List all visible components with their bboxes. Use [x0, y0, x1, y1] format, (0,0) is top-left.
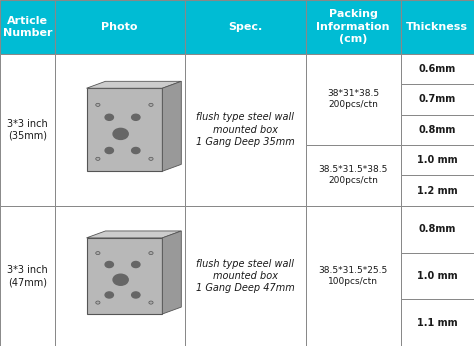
Text: 3*3 inch
(47mm): 3*3 inch (47mm) [7, 265, 47, 287]
Circle shape [105, 262, 113, 267]
Polygon shape [162, 231, 181, 314]
Bar [306, 54, 401, 145]
Circle shape [105, 292, 113, 298]
Bar [401, 84, 474, 115]
Circle shape [132, 292, 140, 298]
Text: Thickness: Thickness [406, 22, 468, 32]
Bar [185, 206, 306, 346]
Text: Spec.: Spec. [228, 22, 263, 32]
Text: 38.5*31.5*25.5
100pcs/ctn: 38.5*31.5*25.5 100pcs/ctn [319, 266, 388, 286]
Bar [401, 299, 474, 346]
Bar [401, 115, 474, 145]
Bar [185, 0, 306, 54]
Bar [401, 145, 474, 175]
Bar [306, 206, 401, 346]
Bar [0, 54, 55, 206]
Bar [401, 253, 474, 299]
Text: 1.2 mm: 1.2 mm [417, 186, 457, 195]
Circle shape [113, 128, 128, 139]
Bar [185, 54, 306, 206]
Polygon shape [86, 81, 181, 88]
Bar [0, 206, 55, 346]
Bar [306, 0, 401, 54]
Text: 38.5*31.5*38.5
200pcs/ctn: 38.5*31.5*38.5 200pcs/ctn [319, 165, 388, 185]
Bar [401, 0, 474, 54]
Circle shape [96, 252, 100, 255]
Circle shape [105, 114, 113, 120]
Polygon shape [162, 81, 181, 171]
Text: 1.1 mm: 1.1 mm [417, 318, 457, 328]
Text: 0.7mm: 0.7mm [419, 94, 456, 104]
Text: flush type steel wall
mounted box
1 Gang Deep 47mm: flush type steel wall mounted box 1 Gang… [196, 258, 295, 293]
Text: Photo: Photo [101, 22, 138, 32]
Text: 1.0 mm: 1.0 mm [417, 271, 457, 281]
Text: 0.6mm: 0.6mm [419, 64, 456, 74]
Text: 1.0 mm: 1.0 mm [417, 155, 457, 165]
Text: flush type steel wall
mounted box
1 Gang Deep 35mm: flush type steel wall mounted box 1 Gang… [196, 112, 295, 147]
Text: Article
Number: Article Number [2, 16, 52, 38]
Polygon shape [86, 231, 181, 238]
Text: 38*31*38.5
200pcs/ctn: 38*31*38.5 200pcs/ctn [327, 89, 379, 109]
Circle shape [149, 301, 153, 304]
Circle shape [149, 252, 153, 255]
Circle shape [149, 157, 153, 160]
Circle shape [96, 157, 100, 160]
Bar [0, 0, 55, 54]
Bar [55, 0, 185, 54]
Bar [86, 238, 162, 314]
Bar [55, 54, 185, 206]
Circle shape [113, 274, 128, 285]
Bar [55, 206, 185, 346]
Circle shape [96, 301, 100, 304]
Circle shape [132, 147, 140, 154]
Bar [401, 175, 474, 206]
Circle shape [105, 147, 113, 154]
Bar [86, 88, 162, 171]
Circle shape [132, 262, 140, 267]
Text: 3*3 inch
(35mm): 3*3 inch (35mm) [7, 119, 47, 141]
Text: Packing
Information
(cm): Packing Information (cm) [316, 9, 390, 44]
Circle shape [96, 103, 100, 106]
Circle shape [132, 114, 140, 120]
Bar [306, 145, 401, 206]
Bar [401, 54, 474, 84]
Circle shape [149, 103, 153, 106]
Text: 0.8mm: 0.8mm [419, 125, 456, 135]
Bar [401, 206, 474, 253]
Text: 0.8mm: 0.8mm [419, 224, 456, 234]
